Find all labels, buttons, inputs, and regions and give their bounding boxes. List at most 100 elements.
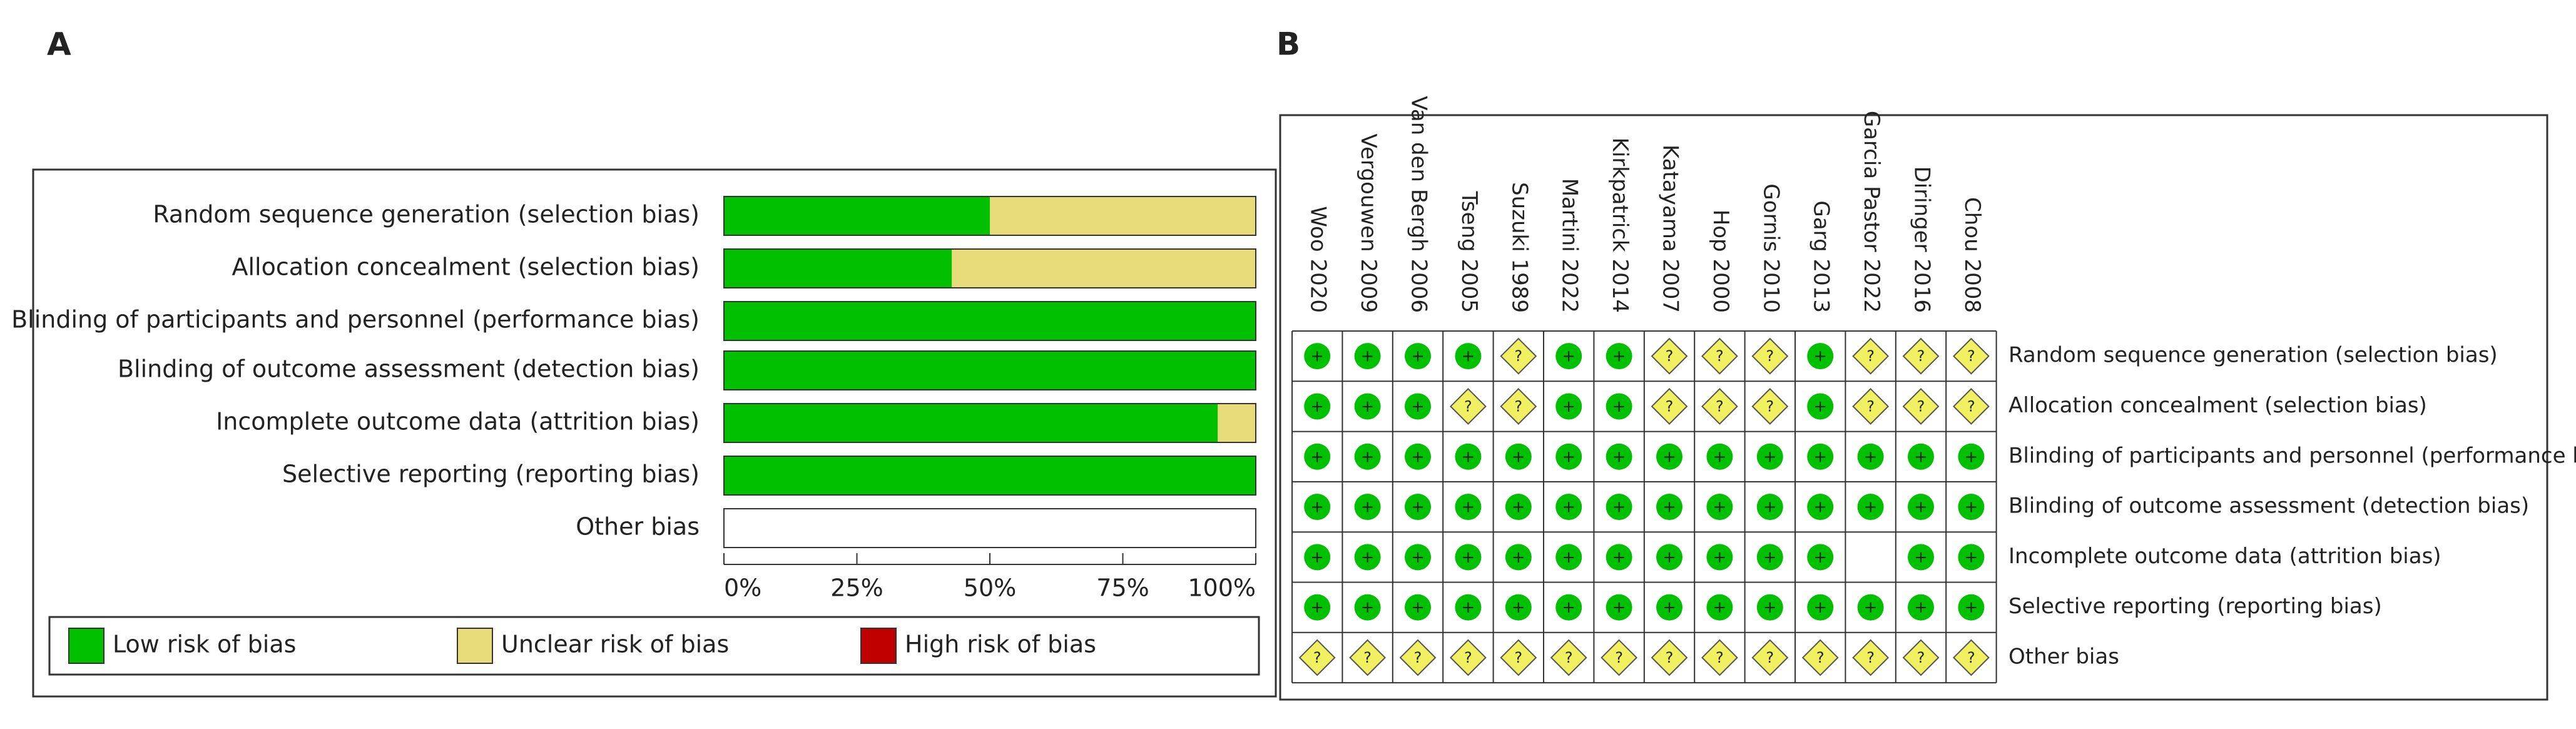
judgment-unclear bbox=[1349, 639, 1387, 676]
judgment-unclear bbox=[1952, 388, 1990, 425]
judgment-unclear bbox=[1701, 388, 1738, 425]
judgment-low bbox=[1555, 443, 1582, 470]
bar-segment bbox=[1218, 404, 1256, 442]
judgment-symbol: + bbox=[1914, 498, 1928, 517]
judgment-low bbox=[1555, 494, 1582, 521]
judgment-symbol: + bbox=[1713, 498, 1727, 517]
judgment-unclear bbox=[1902, 337, 1940, 375]
judgment-low bbox=[1807, 494, 1834, 521]
category-label: Blinding of outcome assessment (detectio… bbox=[118, 355, 700, 383]
judgment-symbol: + bbox=[1813, 347, 1827, 366]
judgment-symbol: + bbox=[1864, 498, 1878, 517]
judgment-symbol: + bbox=[1763, 548, 1777, 567]
judgment-low bbox=[1505, 594, 1532, 621]
judgment-unclear bbox=[1902, 388, 1940, 425]
judgment-unclear bbox=[1952, 337, 1990, 375]
judgment-low bbox=[1555, 343, 1582, 370]
judgment-symbol: + bbox=[1713, 447, 1727, 466]
judgment-unclear bbox=[1298, 639, 1336, 676]
judgment-unclear bbox=[1701, 639, 1738, 676]
judgment-symbol: + bbox=[1310, 598, 1324, 617]
judgment-low bbox=[1606, 544, 1632, 571]
judgment-unclear bbox=[1902, 639, 1940, 676]
judgment-symbol: ? bbox=[1514, 649, 1522, 666]
judgment-low bbox=[1405, 343, 1431, 370]
judgment-symbol: + bbox=[1462, 447, 1475, 466]
study-label: Hop 2000 bbox=[1708, 210, 1733, 313]
judgment-low bbox=[1505, 494, 1532, 521]
judgment-symbol: + bbox=[1612, 397, 1626, 416]
judgment-symbol: + bbox=[1361, 548, 1375, 567]
judgment-symbol: ? bbox=[1917, 347, 1925, 365]
judgment-symbol: + bbox=[1562, 447, 1576, 466]
judgment-symbol: + bbox=[1562, 598, 1576, 617]
judgment-symbol: + bbox=[1411, 498, 1425, 517]
judgment-symbol: ? bbox=[1766, 397, 1774, 415]
judgment-symbol: ? bbox=[1514, 397, 1522, 415]
judgment-symbol: + bbox=[1310, 548, 1324, 567]
judgment-unclear bbox=[1500, 337, 1537, 375]
bar-outline bbox=[723, 196, 1256, 236]
judgment-symbol: + bbox=[1965, 598, 1978, 617]
judgment-low bbox=[1505, 544, 1532, 571]
category-label: Allocation concealment (selection bias) bbox=[232, 253, 700, 281]
judgment-symbol: ? bbox=[1917, 397, 1925, 415]
judgment-symbol: + bbox=[1914, 447, 1928, 466]
judgment-symbol: + bbox=[1965, 447, 1978, 466]
study-label: Martini 2022 bbox=[1557, 178, 1582, 313]
judgment-symbol: ? bbox=[1716, 649, 1724, 666]
judgment-symbol: + bbox=[1361, 447, 1375, 466]
judgment-low bbox=[1304, 494, 1331, 521]
judgment-low bbox=[1706, 544, 1733, 571]
judgment-low bbox=[1405, 443, 1431, 470]
category-label: Blinding of participants and personnel (… bbox=[11, 306, 700, 334]
judgment-symbol: + bbox=[1662, 498, 1676, 517]
judgment-symbol: ? bbox=[1565, 649, 1573, 666]
judgment-low bbox=[1555, 544, 1582, 571]
judgment-symbol: + bbox=[1310, 397, 1324, 416]
judgment-low bbox=[1958, 494, 1985, 521]
judgment-symbol: + bbox=[1914, 548, 1928, 567]
judgment-low bbox=[1706, 594, 1733, 621]
judgment-symbol: ? bbox=[1363, 649, 1372, 666]
bar-segment bbox=[724, 302, 1256, 340]
judgment-symbol: + bbox=[1462, 498, 1475, 517]
judgment-symbol: + bbox=[1462, 347, 1475, 366]
judgment-symbol: + bbox=[1310, 347, 1324, 366]
judgment-symbol: + bbox=[1310, 498, 1324, 517]
judgment-symbol: + bbox=[1662, 447, 1676, 466]
judgment-symbol: ? bbox=[1766, 347, 1774, 365]
judgment-symbol: ? bbox=[1666, 649, 1674, 666]
judgment-symbol: + bbox=[1813, 498, 1827, 517]
judgment-symbol: + bbox=[1813, 447, 1827, 466]
judgment-low bbox=[1908, 443, 1934, 470]
judgment-low bbox=[1455, 343, 1482, 370]
bar-outline bbox=[723, 456, 1256, 496]
judgment-unclear bbox=[1751, 639, 1789, 676]
judgment-unclear bbox=[1601, 639, 1638, 676]
judgment-low bbox=[1958, 544, 1985, 571]
judgment-low bbox=[1354, 494, 1381, 521]
judgment-symbol: + bbox=[1965, 498, 1978, 517]
judgment-low bbox=[1807, 393, 1834, 420]
judgment-unclear bbox=[1852, 337, 1890, 375]
panel-a-frame bbox=[32, 168, 1277, 698]
judgment-low bbox=[1405, 393, 1431, 420]
judgment-low bbox=[1857, 494, 1884, 521]
judgment-low bbox=[1354, 544, 1381, 571]
judgment-symbol: + bbox=[1813, 397, 1827, 416]
judgment-symbol: ? bbox=[1615, 649, 1623, 666]
judgment-low bbox=[1405, 544, 1431, 571]
legend-swatch bbox=[860, 628, 897, 664]
x-tick-label: 100% bbox=[1188, 574, 1256, 602]
study-label: Chou 2008 bbox=[1960, 197, 1985, 313]
bar-segment bbox=[724, 196, 990, 235]
judgment-low bbox=[1455, 544, 1482, 571]
judgment-unclear bbox=[1399, 639, 1437, 676]
judgment-unclear bbox=[1651, 639, 1688, 676]
judgment-symbol: + bbox=[1763, 498, 1777, 517]
judgment-low bbox=[1606, 443, 1632, 470]
x-tick-label: 75% bbox=[1096, 574, 1149, 602]
judgment-symbol: + bbox=[1813, 598, 1827, 617]
judgment-symbol: + bbox=[1512, 447, 1525, 466]
